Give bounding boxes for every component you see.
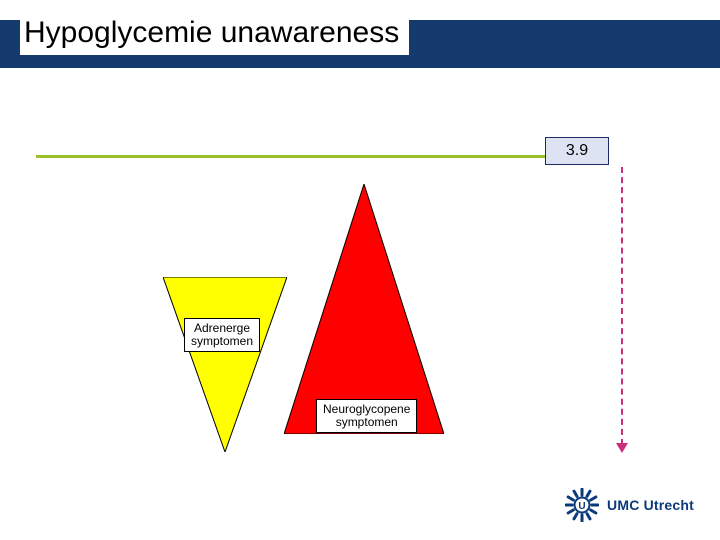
threshold-line <box>36 155 588 158</box>
umc-logo-text: UMC Utrecht <box>607 497 694 513</box>
slide: Hypoglycemie unawareness 3.9 Adrenerge s… <box>0 0 720 540</box>
umc-logo-icon: U <box>565 488 599 522</box>
adrenergic-triangle <box>163 277 287 452</box>
adrenergic-label: Adrenerge symptomen <box>184 318 260 352</box>
neuroglycopenic-triangle <box>284 184 444 434</box>
page-title: Hypoglycemie unawareness <box>20 14 409 55</box>
threshold-value: 3.9 <box>545 137 609 165</box>
svg-text:U: U <box>578 501 585 512</box>
umc-utrecht-logo: U UMC Utrecht <box>565 488 694 522</box>
neuroglycopenic-label: Neuroglycopene symptomen <box>316 399 417 433</box>
